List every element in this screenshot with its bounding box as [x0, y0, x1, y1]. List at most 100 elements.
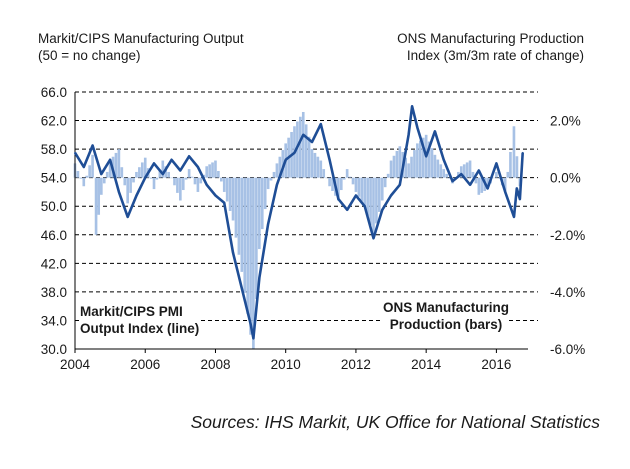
bar [143, 157, 147, 178]
bar [214, 160, 217, 178]
bar [462, 164, 466, 178]
bar [217, 171, 220, 178]
bar [386, 173, 390, 178]
pmi-data-point [320, 123, 322, 125]
bar [436, 159, 440, 178]
bar [249, 177, 252, 335]
left-axis-tick-label: 34.0 [41, 313, 67, 328]
bar [427, 141, 431, 178]
right-axis-heading-line-1: ONS Manufacturing Production [397, 31, 584, 46]
bar [310, 149, 314, 178]
bar [155, 177, 159, 180]
left-axis-tick-label: 62.0 [41, 114, 67, 129]
bar [480, 177, 484, 193]
pmi-data-point [328, 159, 331, 161]
pmi-data-point [469, 184, 471, 186]
pmi-data-point [381, 208, 384, 211]
bar [378, 177, 381, 212]
pmi-data-point [407, 134, 410, 136]
pmi-data-point [346, 208, 348, 211]
bar [448, 177, 451, 179]
bar [389, 160, 393, 178]
line-series-annotation-line-2: Output Index (line) [80, 321, 200, 336]
bar-series-annotation-line-1: ONS Manufacturing [383, 300, 510, 315]
bar [442, 169, 446, 178]
bar [498, 177, 501, 179]
pmi-data-point [293, 151, 296, 154]
pmi-data-point [91, 144, 94, 147]
bar [307, 136, 311, 178]
bar [228, 177, 232, 211]
pmi-data-point [411, 105, 413, 108]
bar [410, 156, 413, 178]
pmi-data-point [252, 337, 255, 340]
bar [433, 154, 437, 178]
bar [158, 170, 162, 178]
left-axis-tick-label: 50.0 [41, 199, 67, 214]
bar [237, 177, 241, 255]
bar [170, 177, 173, 179]
pmi-data-point [390, 194, 392, 197]
bar [418, 140, 422, 178]
bar [348, 176, 352, 178]
pmi-data-point [100, 173, 103, 175]
bar [328, 177, 331, 187]
bar [187, 169, 191, 178]
bar [225, 177, 229, 202]
x-axis-tick-label: 2008 [200, 357, 230, 372]
x-axis-tick-label: 2012 [341, 357, 371, 372]
bar [91, 154, 94, 178]
pmi-data-point [223, 201, 226, 204]
bar [372, 177, 375, 235]
left-axis-tick-label: 30.0 [41, 342, 67, 357]
bar [97, 177, 101, 215]
bar [495, 171, 498, 178]
bar [331, 177, 334, 191]
line-series-annotation: Markit/CIPS PMI Output Index (line) [80, 303, 200, 337]
bar [345, 169, 349, 178]
bar [196, 177, 200, 192]
source-note: Sources: IHS Markit, UK Office for Natio… [190, 412, 600, 432]
x-axis-tick-label: 2006 [130, 357, 160, 372]
pmi-data-point [249, 323, 252, 325]
left-axis-heading-line-2: (50 = no change) [38, 48, 141, 63]
pmi-data-point [197, 166, 199, 168]
bar [369, 177, 372, 226]
bar [161, 160, 165, 178]
pmi-data-point [442, 159, 445, 161]
bar [416, 143, 419, 178]
pmi-data-point [355, 194, 357, 197]
bar [337, 177, 340, 201]
pmi-data-point [513, 216, 515, 218]
pmi-data-point [363, 205, 366, 208]
pmi-data-point [232, 251, 234, 254]
bar [100, 177, 103, 195]
pmi-data-point [188, 155, 190, 158]
bar [190, 176, 194, 178]
bar [266, 177, 270, 190]
left-axis-heading: Markit/CIPS Manufacturing Output (50 = n… [38, 30, 244, 64]
pmi-data-point [478, 169, 480, 172]
bar [94, 177, 98, 235]
bar [205, 166, 209, 178]
bar [193, 177, 197, 185]
pmi-data-point [311, 141, 313, 143]
right-axis-tick-label: 0.0% [550, 171, 581, 186]
bar [468, 160, 472, 178]
bar [129, 177, 132, 193]
pmi-data-point [135, 194, 138, 197]
pmi-data-point [126, 216, 129, 218]
bar [211, 162, 214, 178]
pmi-data-point [337, 198, 340, 200]
pmi-data-point [425, 155, 427, 158]
bar [88, 165, 91, 178]
bar [258, 177, 261, 250]
bar [252, 177, 255, 349]
pmi-data-point [267, 223, 269, 225]
bar [351, 177, 355, 185]
pmi-data-point [214, 194, 217, 197]
bar [363, 177, 367, 207]
pmi-data-point [451, 180, 454, 183]
bar [181, 177, 185, 191]
bar [342, 177, 346, 180]
